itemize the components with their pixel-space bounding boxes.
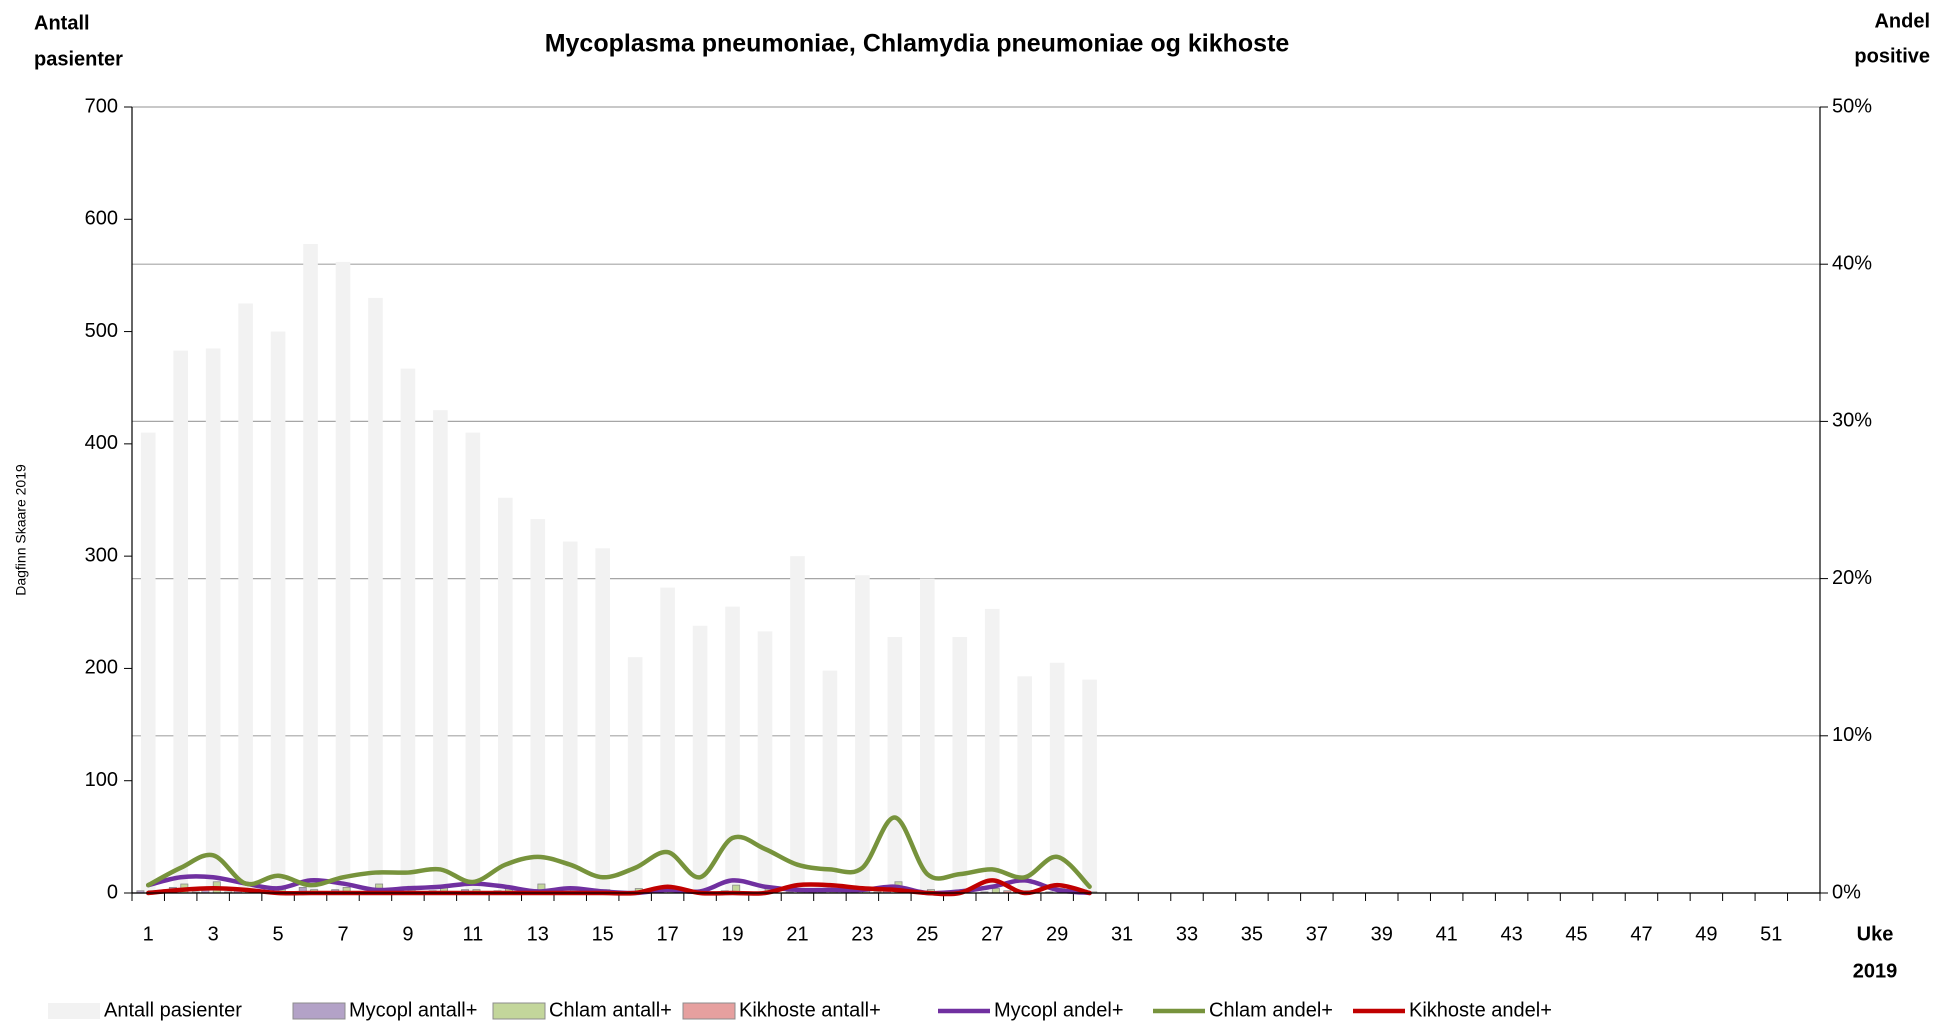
bar bbox=[400, 368, 416, 893]
bar bbox=[757, 631, 773, 893]
x-tick-label: 9 bbox=[402, 923, 413, 945]
bar bbox=[595, 548, 610, 893]
bar bbox=[173, 350, 188, 893]
bar bbox=[952, 636, 968, 893]
bar bbox=[335, 261, 351, 893]
bar bbox=[562, 541, 578, 893]
x-tick-label: 35 bbox=[1241, 923, 1263, 945]
bar bbox=[855, 575, 870, 893]
bar bbox=[692, 625, 708, 893]
bar bbox=[920, 578, 935, 893]
bar bbox=[991, 888, 1000, 894]
x-tick-label: 45 bbox=[1565, 923, 1587, 945]
y-tick-label: 100 bbox=[85, 769, 118, 791]
bar bbox=[368, 297, 383, 893]
x-tick-label: 49 bbox=[1695, 923, 1717, 945]
bar bbox=[465, 432, 481, 893]
x-tick-label: 3 bbox=[208, 923, 219, 945]
watermark: Dagfinn Skaare 2019 bbox=[13, 464, 29, 596]
x-tick-label: 19 bbox=[721, 923, 743, 945]
bar bbox=[1049, 662, 1065, 893]
legend-label: Mycopl andel+ bbox=[994, 999, 1124, 1021]
x-tick-label: 33 bbox=[1176, 923, 1198, 945]
y2-axis-label: positive bbox=[1854, 45, 1930, 67]
x-tick-label: 31 bbox=[1111, 923, 1133, 945]
legend-label: Kikhoste antall+ bbox=[739, 999, 881, 1021]
bar bbox=[725, 606, 740, 893]
x-tick-label: 5 bbox=[273, 923, 284, 945]
bar bbox=[238, 303, 253, 893]
x-tick-label: 1 bbox=[143, 923, 154, 945]
y2-tick-label: 30% bbox=[1832, 410, 1872, 432]
y-tick-label: 300 bbox=[85, 544, 118, 566]
x-axis-label: 2019 bbox=[1853, 960, 1898, 982]
x-tick-label: 13 bbox=[527, 923, 549, 945]
legend-label: Chlam andel+ bbox=[1209, 999, 1333, 1021]
bar bbox=[627, 657, 643, 893]
bar bbox=[984, 608, 1000, 893]
y-tick-label: 0 bbox=[107, 881, 118, 903]
y2-tick-label: 10% bbox=[1832, 724, 1872, 746]
x-tick-label: 27 bbox=[981, 923, 1003, 945]
x-tick-label: 43 bbox=[1500, 923, 1522, 945]
y-axis-label: Antall bbox=[34, 12, 90, 34]
x-tick-label: 51 bbox=[1760, 923, 1782, 945]
y-tick-label: 200 bbox=[85, 657, 118, 679]
x-tick-label: 29 bbox=[1046, 923, 1068, 945]
x-tick-label: 41 bbox=[1436, 923, 1458, 945]
y2-tick-label: 0% bbox=[1832, 881, 1861, 903]
y2-tick-label: 40% bbox=[1832, 252, 1872, 274]
legend-swatch bbox=[492, 1002, 546, 1020]
bar bbox=[270, 331, 286, 894]
y-tick-label: 500 bbox=[85, 320, 118, 342]
legend-swatch bbox=[292, 1002, 346, 1020]
y2-tick-label: 20% bbox=[1832, 567, 1872, 589]
bar bbox=[887, 636, 903, 893]
legend-label: Kikhoste andel+ bbox=[1409, 999, 1552, 1021]
bar bbox=[303, 243, 318, 893]
x-axis-label: Uke bbox=[1857, 923, 1894, 945]
bar bbox=[1017, 676, 1032, 893]
y2-axis-label: Andel bbox=[1874, 10, 1930, 32]
x-tick-label: 17 bbox=[656, 923, 678, 945]
bar bbox=[140, 432, 156, 893]
x-tick-label: 39 bbox=[1371, 923, 1393, 945]
bar bbox=[790, 556, 805, 893]
legend-swatch bbox=[682, 1002, 736, 1020]
legend-label: Antall pasienter bbox=[104, 999, 242, 1021]
line bbox=[145, 815, 1092, 889]
bar bbox=[205, 348, 221, 893]
legend-label: Mycopl antall+ bbox=[349, 999, 477, 1021]
x-tick-label: 25 bbox=[916, 923, 938, 945]
bar bbox=[822, 670, 838, 893]
y-tick-label: 700 bbox=[85, 95, 118, 117]
legend-swatch bbox=[48, 1003, 100, 1019]
x-tick-label: 11 bbox=[462, 923, 483, 945]
bar bbox=[433, 410, 448, 893]
x-tick-label: 47 bbox=[1630, 923, 1652, 945]
bar bbox=[660, 587, 675, 893]
x-tick-label: 7 bbox=[337, 923, 348, 945]
x-tick-label: 23 bbox=[851, 923, 873, 945]
y-tick-label: 400 bbox=[85, 432, 118, 454]
y-tick-label: 600 bbox=[85, 208, 118, 230]
bar bbox=[1082, 679, 1097, 893]
y2-tick-label: 50% bbox=[1832, 95, 1872, 117]
x-tick-label: 21 bbox=[786, 923, 808, 945]
bar bbox=[498, 497, 513, 893]
bar bbox=[530, 519, 546, 893]
legend-label: Chlam antall+ bbox=[549, 999, 672, 1021]
x-tick-label: 15 bbox=[592, 923, 614, 945]
y-axis-label: pasienter bbox=[34, 48, 123, 70]
x-tick-label: 37 bbox=[1306, 923, 1328, 945]
chart-title: Mycoplasma pneumoniae, Chlamydia pneumon… bbox=[545, 30, 1290, 58]
